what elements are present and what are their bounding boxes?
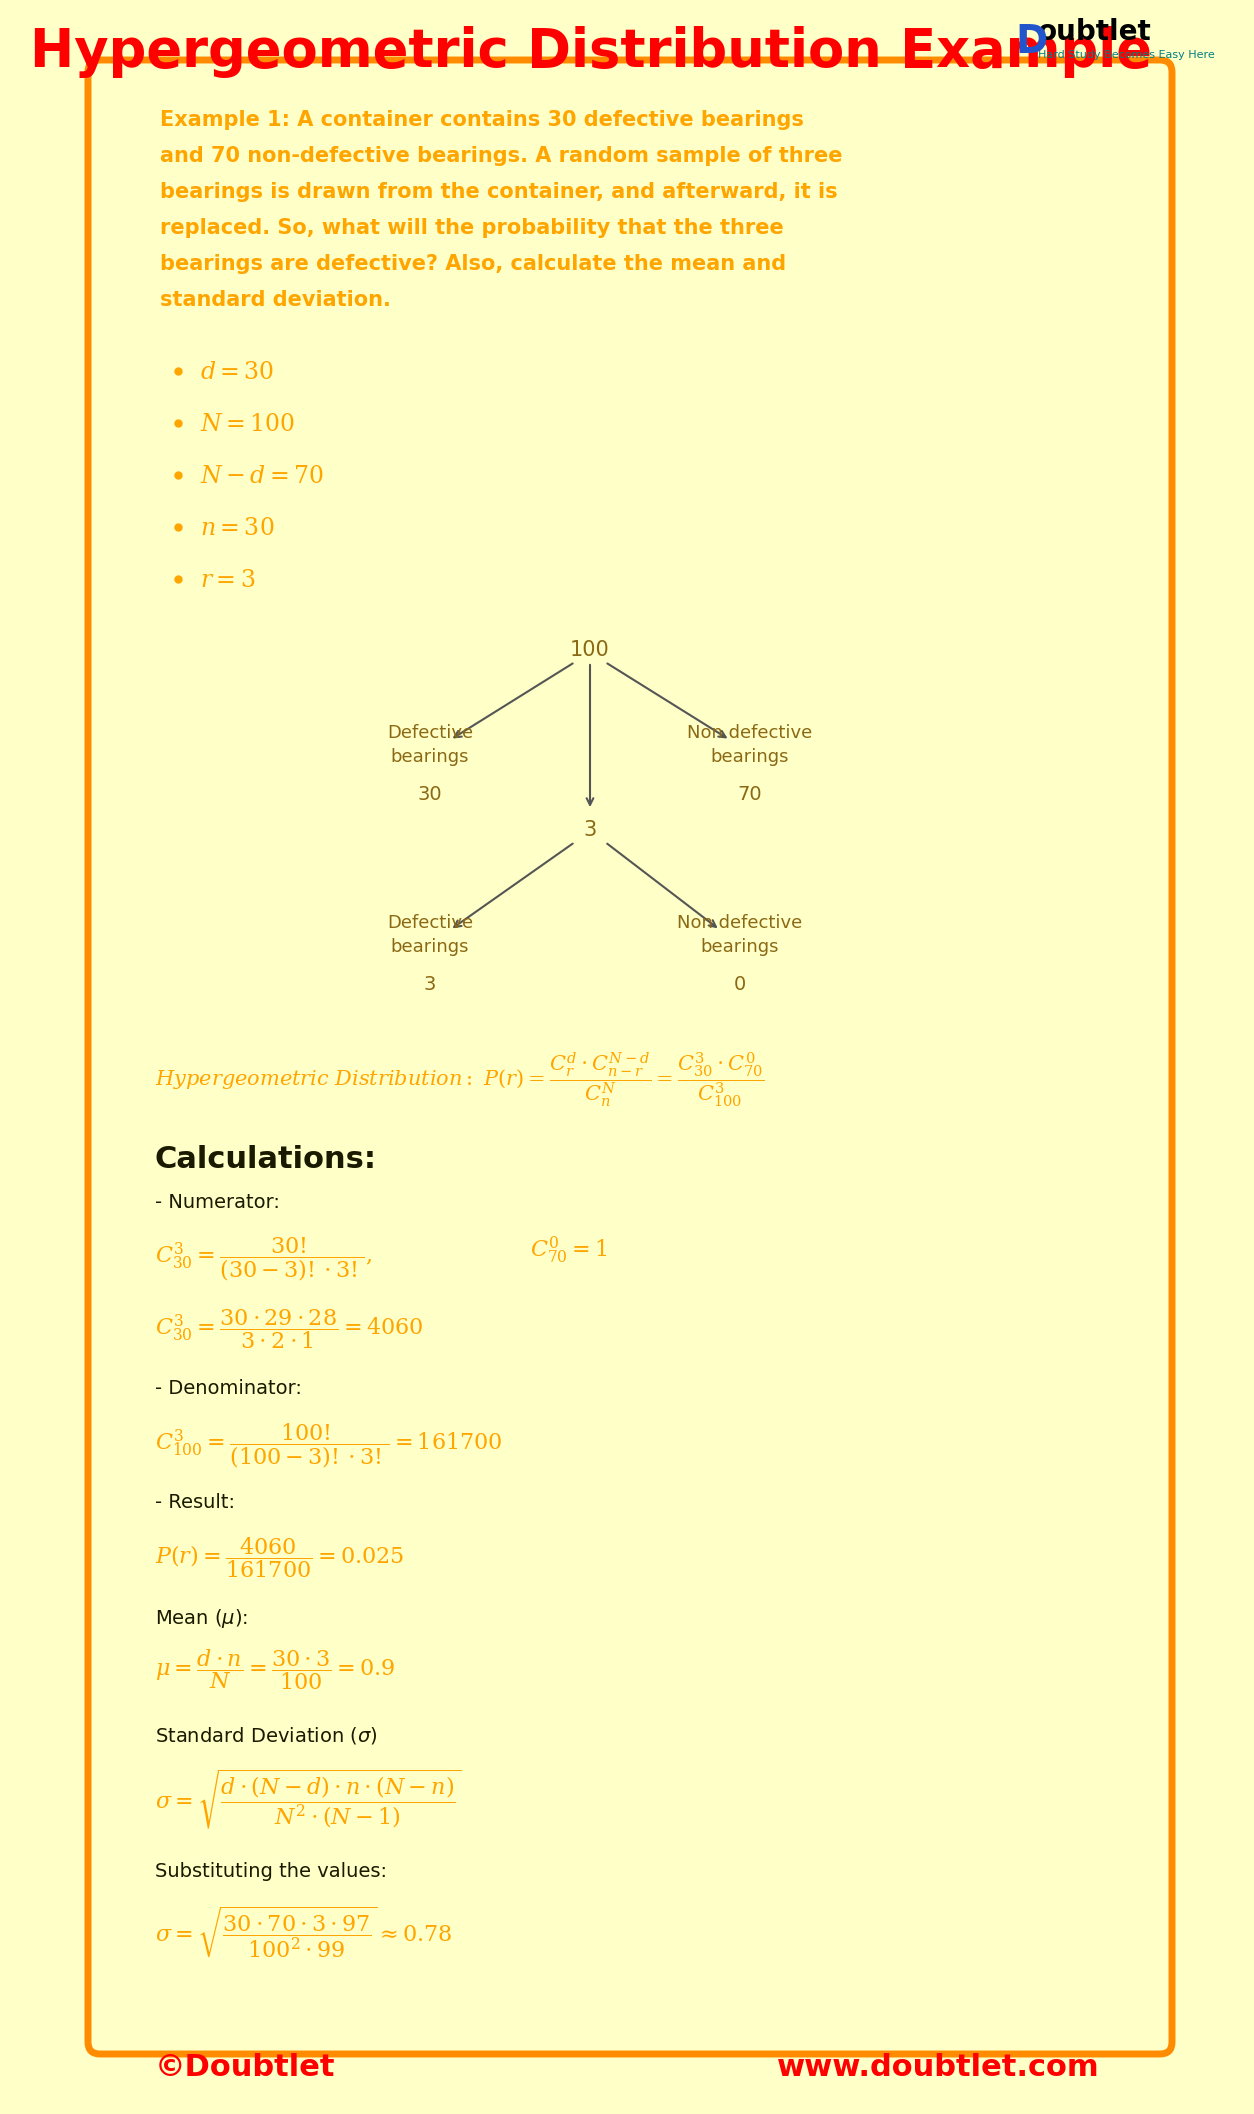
Text: bearings are defective? Also, calculate the mean and: bearings are defective? Also, calculate … [161, 254, 786, 275]
Text: $r = 3$: $r = 3$ [199, 569, 256, 592]
Text: $\mu = \dfrac{d \cdot n}{N} = \dfrac{30 \cdot 3}{100} = 0.9$: $\mu = \dfrac{d \cdot n}{N} = \dfrac{30 … [155, 1647, 395, 1691]
Text: $N - d = 70$: $N - d = 70$ [199, 463, 325, 488]
Text: 70: 70 [737, 786, 762, 805]
Text: $C_{30}^3 = \dfrac{30!}{(30-3)!\cdot 3!},$: $C_{30}^3 = \dfrac{30!}{(30-3)!\cdot 3!}… [155, 1235, 372, 1283]
Text: Example 1: A container contains 30 defective bearings: Example 1: A container contains 30 defec… [161, 110, 804, 129]
Text: $P(r) = \dfrac{4060}{161700} = 0.025$: $P(r) = \dfrac{4060}{161700} = 0.025$ [155, 1535, 404, 1579]
Text: and 70 non-defective bearings. A random sample of three: and 70 non-defective bearings. A random … [161, 146, 843, 167]
Text: Substituting the values:: Substituting the values: [155, 1862, 387, 1881]
Text: 3: 3 [424, 975, 436, 994]
Text: $n = 30$: $n = 30$ [199, 516, 275, 539]
Text: - Denominator:: - Denominator: [155, 1378, 302, 1397]
Text: 3: 3 [583, 820, 597, 839]
Text: Non defective
bearings: Non defective bearings [677, 913, 803, 956]
Text: $\mathit{Hypergeometric\ Distribution{:}}$$\ \mathit{P(r)} = \dfrac{C_r^d \cdot : $\mathit{Hypergeometric\ Distribution{:}… [155, 1051, 765, 1110]
Text: - Numerator:: - Numerator: [155, 1192, 280, 1211]
Text: Hard Study Becomes Easy Here: Hard Study Becomes Easy Here [1038, 51, 1215, 59]
Text: $C_{30}^3 = \dfrac{30 \cdot 29 \cdot 28}{3 \cdot 2 \cdot 1} = 4060$: $C_{30}^3 = \dfrac{30 \cdot 29 \cdot 28}… [155, 1306, 424, 1351]
Text: bearings is drawn from the container, and afterward, it is: bearings is drawn from the container, an… [161, 182, 838, 203]
Text: $N = 100$: $N = 100$ [199, 412, 296, 435]
Text: replaced. So, what will the probability that the three: replaced. So, what will the probability … [161, 218, 784, 239]
Text: $C_{100}^3 = \dfrac{100!}{(100-3)!\cdot 3!} = 161700$: $C_{100}^3 = \dfrac{100!}{(100-3)!\cdot … [155, 1421, 503, 1469]
Text: 100: 100 [571, 641, 609, 660]
Text: Calculations:: Calculations: [155, 1146, 377, 1173]
Text: 0: 0 [734, 975, 746, 994]
Text: Defective
bearings: Defective bearings [387, 725, 473, 765]
Text: oubtlet: oubtlet [1038, 19, 1151, 47]
Text: $d = 30$: $d = 30$ [199, 359, 275, 385]
Text: standard deviation.: standard deviation. [161, 290, 391, 311]
Text: 30: 30 [418, 786, 443, 805]
Text: - Result:: - Result: [155, 1492, 234, 1512]
Text: ©Doubtlet: ©Doubtlet [155, 2053, 336, 2082]
Text: Non defective
bearings: Non defective bearings [687, 725, 813, 765]
Text: $C_{70}^0 = 1$: $C_{70}^0 = 1$ [530, 1235, 607, 1266]
Text: Defective
bearings: Defective bearings [387, 913, 473, 956]
Text: Hypergeometric Distribution Example: Hypergeometric Distribution Example [30, 25, 1152, 78]
Text: D: D [1014, 23, 1047, 61]
Text: www.doubtlet.com: www.doubtlet.com [777, 2053, 1100, 2082]
Text: Mean $(\mu)$:: Mean $(\mu)$: [155, 1607, 248, 1630]
FancyBboxPatch shape [88, 59, 1172, 2055]
Text: $\sigma = \sqrt{\dfrac{30 \cdot 70 \cdot 3 \cdot 97}{100^2 \cdot 99}} \approx 0.: $\sigma = \sqrt{\dfrac{30 \cdot 70 \cdot… [155, 1905, 453, 1960]
Text: Standard Deviation $(\sigma)$: Standard Deviation $(\sigma)$ [155, 1725, 377, 1746]
Text: $\sigma = \sqrt{\dfrac{d \cdot (N-d) \cdot n \cdot (N-n)}{N^2 \cdot (N-1)}}$: $\sigma = \sqrt{\dfrac{d \cdot (N-d) \cd… [155, 1767, 461, 1831]
